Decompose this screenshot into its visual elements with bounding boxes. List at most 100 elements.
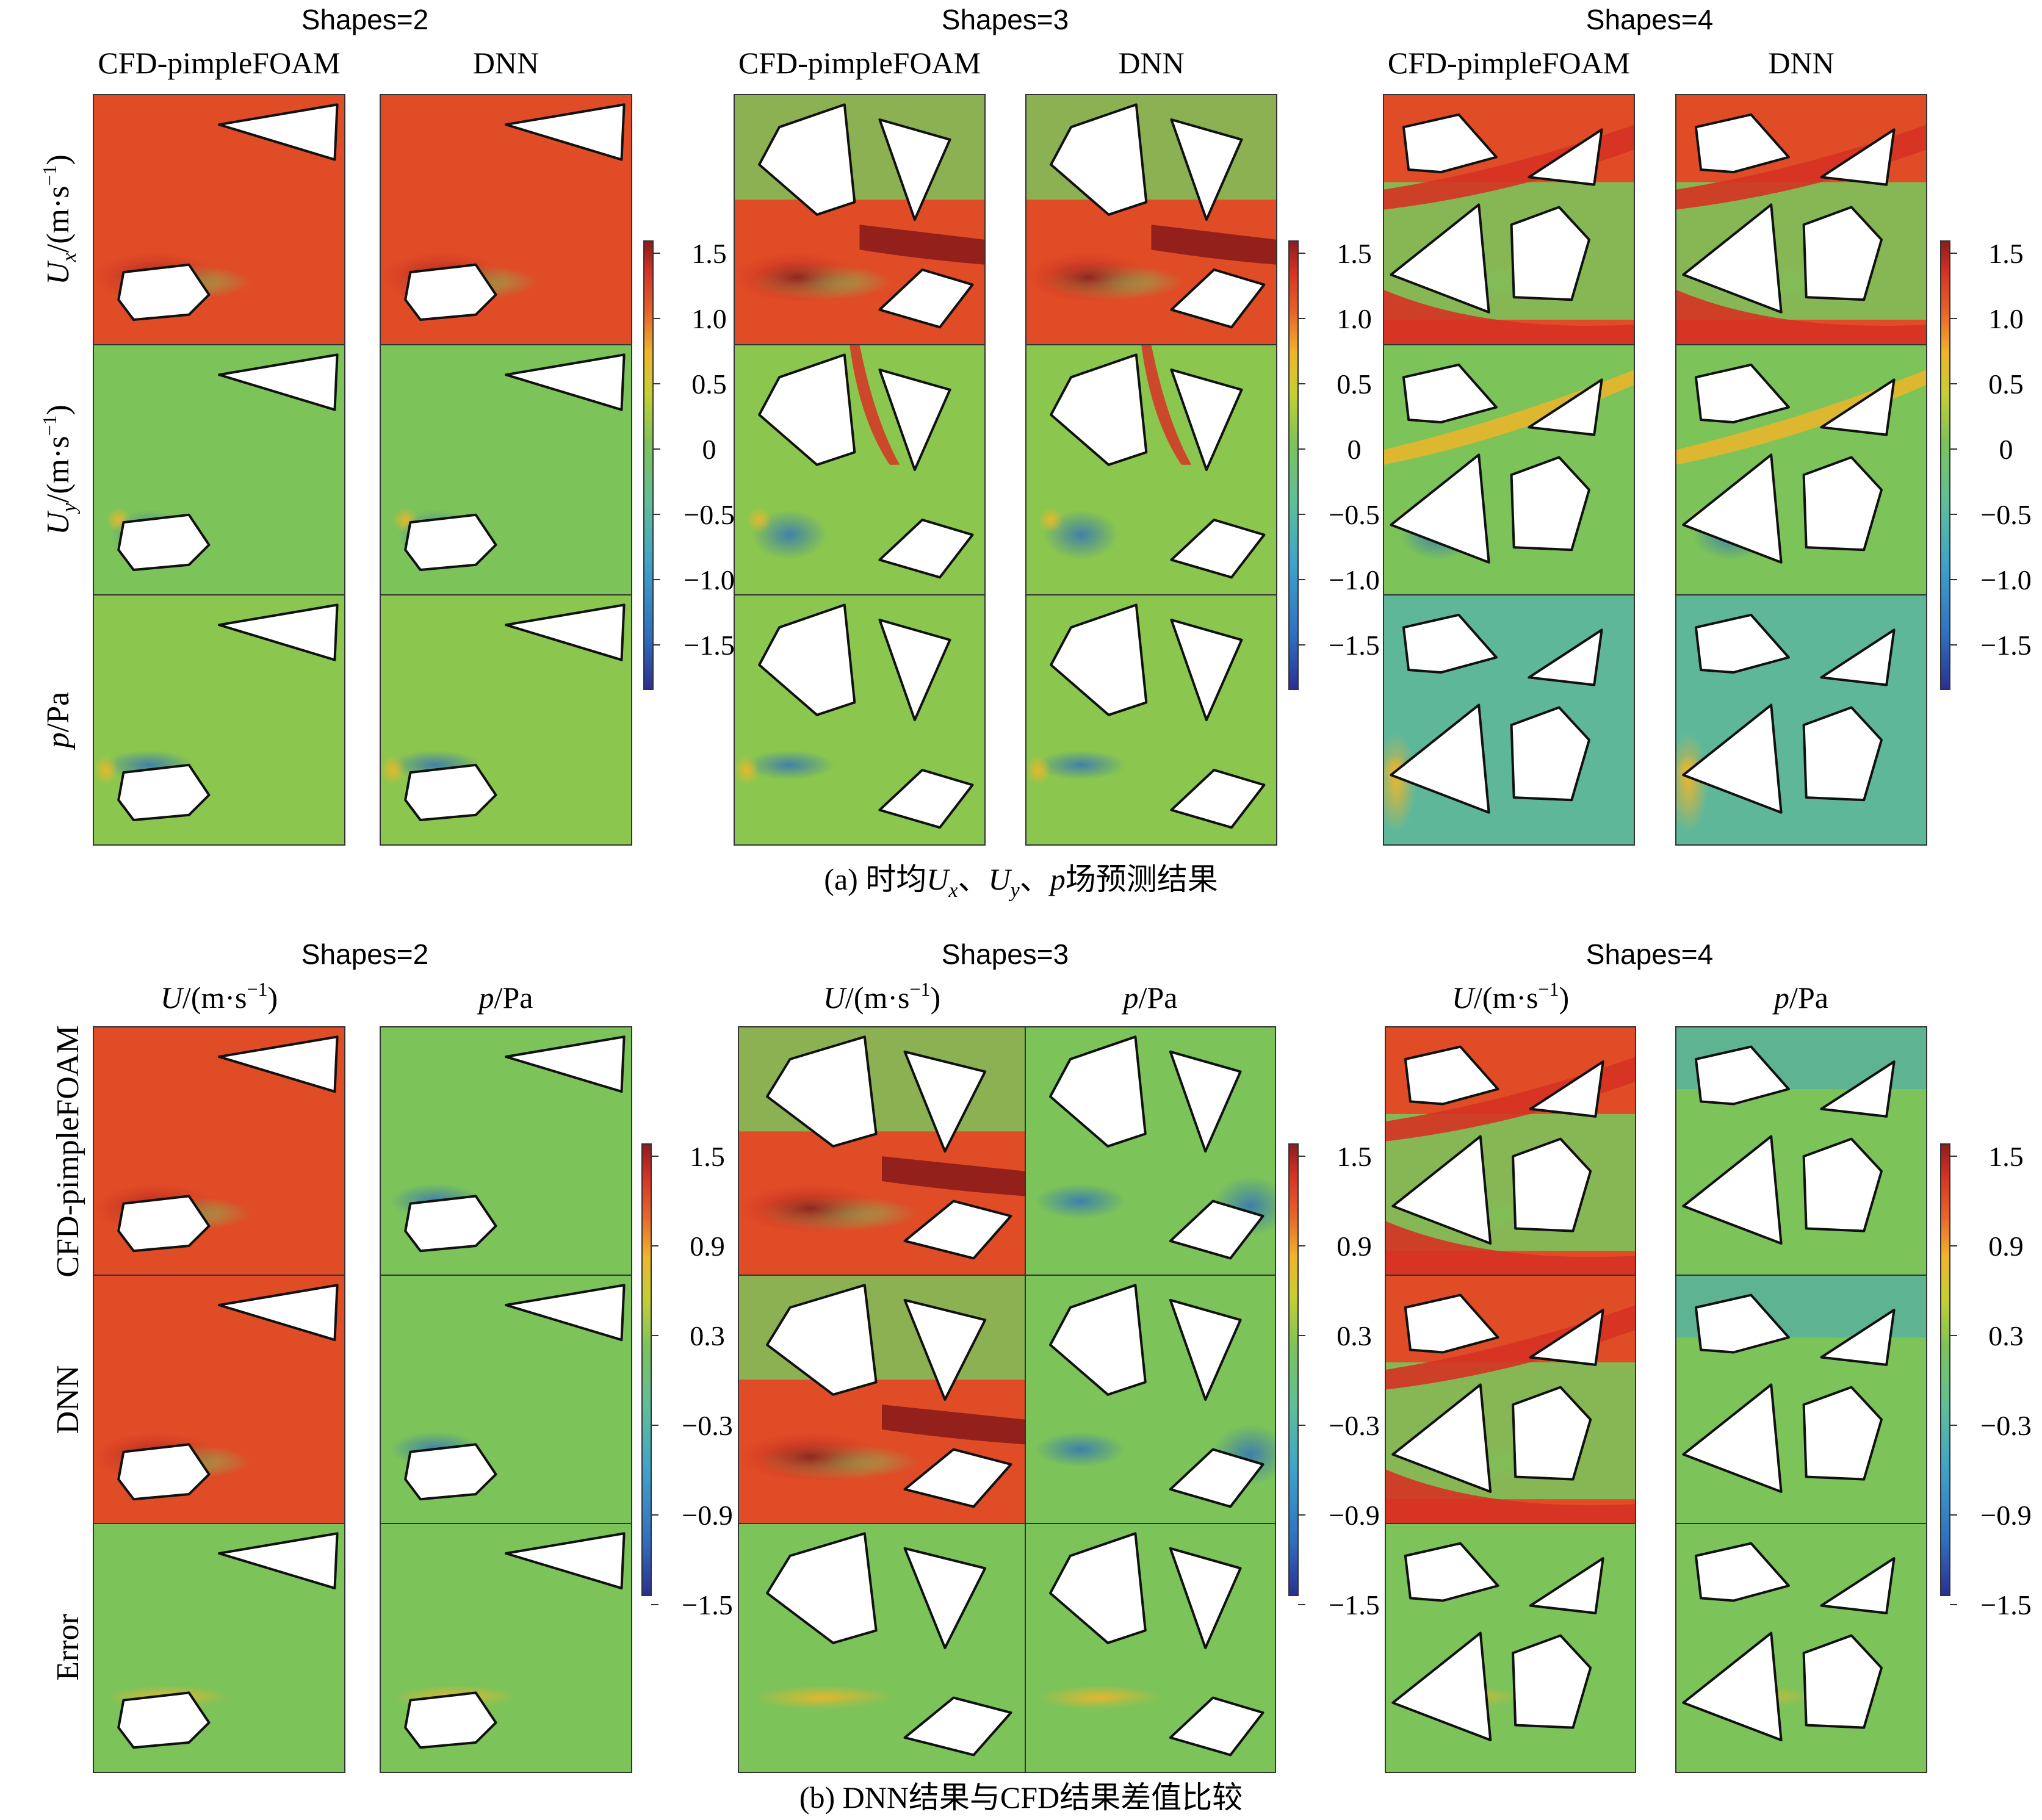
group-title-a: Shapes=2 (301, 4, 428, 35)
panel-a-s4-dnn-ux (1675, 94, 1927, 345)
column-title-b: U/(m·s−1) (1452, 978, 1569, 1015)
colorbar-b-3-tick: 0.9 (1988, 1231, 2024, 1262)
colorbar-b-2-tick: 1.5 (1337, 1141, 1372, 1172)
panel-a-s3-dnn-uy (1025, 344, 1277, 595)
colorbar-a-1-tick: −1.5 (684, 630, 734, 661)
caption-a: (a) 时均Ux、Uy、p场预测结果 (824, 862, 1218, 902)
colorbar-a-3-tick: 1.0 (1988, 303, 2024, 334)
column-title-a: DNN (473, 46, 539, 80)
panel-a-s3-dnn-p (1025, 594, 1277, 846)
colorbar-b-1-tick: −0.3 (682, 1410, 732, 1441)
panel-b-s4-u-dnn (1385, 1275, 1636, 1525)
panel-a-s3-cfd-ux (734, 94, 986, 345)
panel-a-s2-dnn-ux (380, 94, 632, 345)
panel-a-s4-cfd-uy (1383, 344, 1635, 595)
group-title-a: Shapes=3 (942, 4, 1069, 35)
colorbar-b-1-tick: 0.3 (690, 1320, 725, 1351)
colorbar-b-2: 1.5 0.9 0.3 −0.3 −0.9 −1.5 (1288, 1141, 1380, 1620)
colorbar-a-2-tick: −1.5 (1329, 630, 1379, 661)
panel-a-s4-cfd-ux (1383, 94, 1635, 345)
panel-a-s3-cfd-uy (734, 344, 986, 595)
colorbar-a-3-tick: −0.5 (1980, 499, 2031, 530)
colorbar-a-1-tick: 1.5 (691, 238, 727, 269)
panel-b-s4-u-cfdpimplefoam (1385, 1026, 1636, 1276)
row-label-b: CFD-pimpleFOAM (51, 1025, 85, 1277)
colorbar-a-1-tick: 0.5 (691, 369, 727, 400)
colorbar-b-1-tick: −1.5 (682, 1589, 732, 1620)
colorbar-b-3-tick: −0.3 (1980, 1410, 2031, 1441)
panel-b-s2-u-error (93, 1523, 345, 1773)
group-title-b: Shapes=3 (942, 938, 1069, 970)
panel-a-s4-dnn-p (1675, 594, 1927, 846)
column-title-b: p/Pa (1772, 980, 1828, 1015)
column-title-a: CFD-pimpleFOAM (98, 46, 340, 80)
caption-b: (b) DNN结果与CFD结果差值比较 (799, 1780, 1243, 1815)
colorbar-b-1-tick: −0.9 (682, 1500, 732, 1531)
panel-b-s2-u-dnn (93, 1275, 345, 1525)
panel-b-s3-u-error (738, 1523, 1026, 1773)
colorbar-b-3-tick: −0.9 (1980, 1500, 2031, 1531)
column-title-a: CFD-pimpleFOAM (738, 46, 981, 80)
group-title-a: Shapes=4 (1586, 4, 1713, 35)
row-label-a: p/Pa (41, 692, 76, 750)
panel-b-s4-p-cfdpimplefoam (1675, 1026, 1927, 1276)
panel-b-s2-p-cfdpimplefoam (380, 1026, 632, 1276)
colorbar-b-3-tick: 1.5 (1988, 1141, 2024, 1172)
row-label-a: Ux/(m·s−1) (38, 154, 81, 285)
colorbar-b-1-tick: 0.9 (690, 1231, 725, 1262)
panel-b-s3-p-error (1025, 1523, 1276, 1773)
panel-a-s4-dnn-uy (1675, 344, 1927, 595)
colorbar-a-1-tick: 0 (702, 434, 716, 465)
column-title-a: DNN (1768, 46, 1834, 80)
colorbar-b-1: 1.5 0.9 0.3 −0.3 −0.9 −1.5 (641, 1141, 733, 1620)
colorbar-a-3: 1.5 1.0 0.5 0 −0.5 −1.0 −1.5 (1940, 238, 2032, 690)
panel-b-s3-p-cfdpimplefoam (1025, 1026, 1276, 1276)
row-label-a: Uy/(m·s−1) (38, 405, 81, 535)
row-label-b: Error (51, 1614, 85, 1681)
panel-a-s3-dnn-ux (1025, 94, 1277, 345)
colorbar-b-3: 1.5 0.9 0.3 −0.3 −0.9 −1.5 (1940, 1141, 2032, 1620)
panel-b-s4-p-error (1675, 1523, 1927, 1773)
panel-b-s2-p-dnn (380, 1275, 632, 1525)
panel-a-s2-cfd-p (93, 594, 345, 846)
colorbar-a-2-tick: −0.5 (1329, 499, 1379, 530)
colorbar-b-1-tick: 1.5 (690, 1141, 725, 1172)
group-title-b: Shapes=2 (301, 938, 428, 970)
colorbar-a-1-tick: −1.0 (684, 564, 734, 595)
colorbar-a-3-tick: 1.5 (1988, 238, 2024, 269)
panel-b-s3-p-dnn (1025, 1275, 1276, 1525)
panel-a-s2-cfd-uy (93, 344, 345, 595)
panel-b-s3-u-cfdpimplefoam (738, 1026, 1026, 1276)
colorbar-a-2-tick: 0.5 (1337, 369, 1372, 400)
panel-b-s3-u-dnn (738, 1275, 1026, 1525)
column-title-a: DNN (1118, 46, 1184, 80)
column-title-b: p/Pa (477, 980, 533, 1015)
column-title-b: U/(m·s−1) (161, 978, 278, 1015)
colorbar-b-3-tick: −1.5 (1980, 1589, 2031, 1620)
column-title-b: p/Pa (1122, 980, 1178, 1015)
colorbar-b-2-tick: 0.9 (1337, 1231, 1372, 1262)
colorbar-a-2-tick: 1.5 (1337, 238, 1372, 269)
colorbar-b-2-tick: 0.3 (1337, 1320, 1372, 1351)
colorbar-a-1-tick: −0.5 (684, 499, 734, 530)
row-label-b: DNN (51, 1365, 85, 1434)
panel-b-s4-p-dnn (1675, 1275, 1927, 1525)
colorbar-a-2-tick: 1.0 (1337, 303, 1372, 334)
column-title-a: CFD-pimpleFOAM (1388, 46, 1630, 80)
panel-b-s2-u-cfdpimplefoam (93, 1026, 345, 1276)
group-title-b: Shapes=4 (1586, 938, 1713, 970)
colorbar-b-3-tick: 0.3 (1988, 1320, 2024, 1351)
colorbar-a-3-tick: −1.5 (1980, 630, 2031, 661)
panel-a-s2-cfd-ux (93, 94, 345, 345)
column-title-b: U/(m·s−1) (823, 978, 940, 1015)
panel-a-s2-dnn-p (380, 594, 632, 846)
colorbar-a-1: 1.5 1.0 0.5 0 −0.5 −1.0 −1.5 (643, 238, 735, 690)
panel-a-s2-dnn-uy (380, 344, 632, 595)
colorbar-a-2: 1.5 1.0 0.5 0 −0.5 −1.0 −1.5 (1288, 238, 1380, 690)
colorbar-a-2-tick: −1.0 (1329, 564, 1379, 595)
colorbar-a-3-tick: 0.5 (1988, 369, 2024, 400)
colorbar-a-3-tick: −1.0 (1980, 564, 2031, 595)
colorbar-a-1-tick: 1.0 (691, 303, 727, 334)
colorbar-b-2-tick: −1.5 (1329, 1589, 1379, 1620)
